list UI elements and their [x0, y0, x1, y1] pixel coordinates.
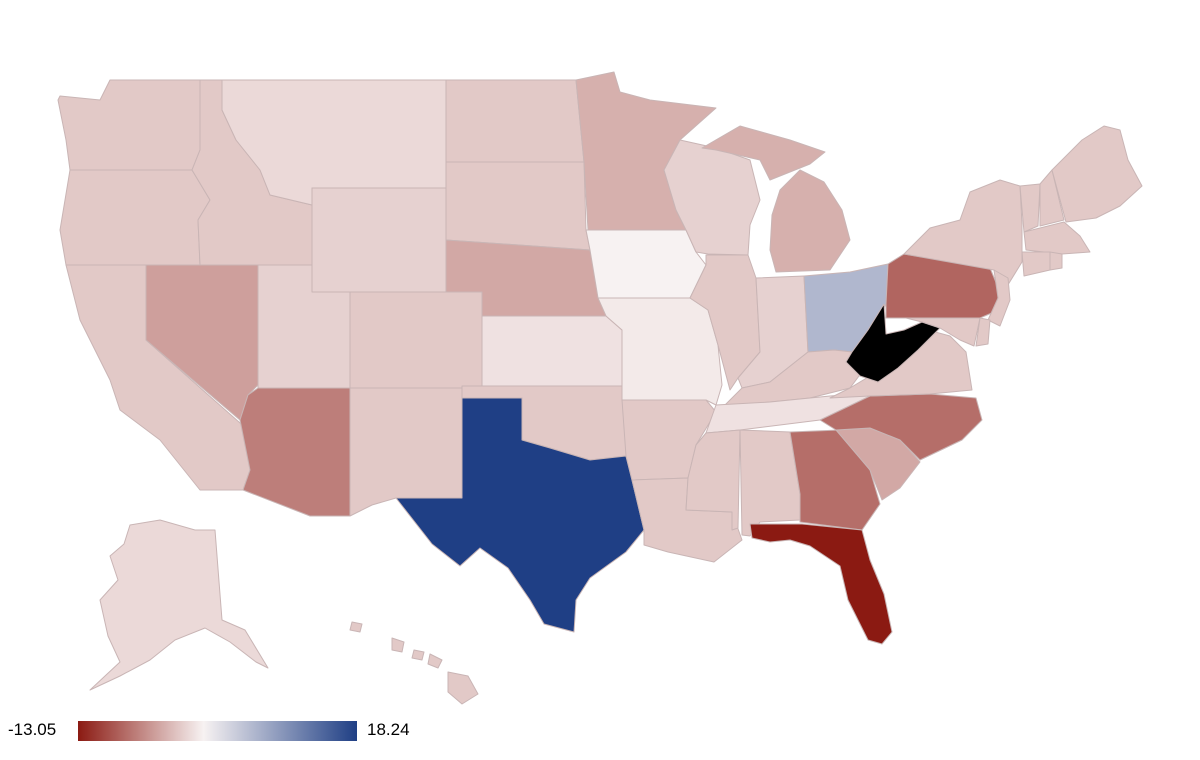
state-IL[interactable]: [689, 254, 761, 391]
state-FL[interactable]: [749, 523, 893, 645]
legend-gradient-bar: [78, 721, 357, 741]
state-AK[interactable]: [89, 519, 269, 691]
legend-min-label: -13.05: [8, 720, 57, 739]
state-OR[interactable]: [59, 169, 211, 266]
state-VT[interactable]: [1019, 183, 1041, 233]
state-NH[interactable]: [1039, 169, 1065, 227]
state-SD[interactable]: [445, 161, 591, 251]
state-MI[interactable]: [701, 125, 851, 273]
state-RI[interactable]: [1049, 251, 1063, 271]
state-KS[interactable]: [481, 315, 623, 387]
state-WY[interactable]: [311, 187, 447, 293]
state-TX[interactable]: [395, 397, 645, 633]
state-ME[interactable]: [1051, 125, 1143, 223]
state-MS[interactable]: [685, 429, 741, 531]
state-MA[interactable]: [1023, 221, 1091, 255]
color-legend: -13.05 18.24: [0, 718, 440, 746]
state-CO[interactable]: [349, 291, 483, 389]
state-AL[interactable]: [739, 429, 801, 537]
state-CT[interactable]: [1021, 251, 1051, 277]
state-IA[interactable]: [585, 229, 707, 299]
state-DE[interactable]: [975, 317, 991, 347]
state-HI[interactable]: [349, 621, 479, 705]
state-NJ[interactable]: [987, 269, 1011, 327]
state-AZ[interactable]: [239, 387, 351, 517]
state-ND[interactable]: [445, 79, 585, 163]
legend-max-label: 18.24: [367, 720, 410, 739]
state-NM[interactable]: [349, 387, 463, 517]
